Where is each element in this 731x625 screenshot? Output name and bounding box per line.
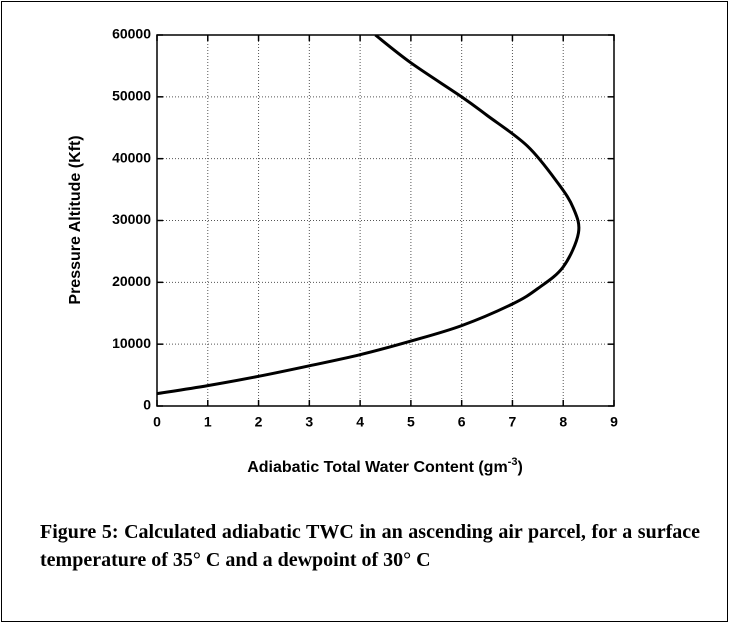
y-tick-label: 40000 xyxy=(112,149,151,165)
x-tick-label: 6 xyxy=(458,414,466,430)
x-title-end: ) xyxy=(517,459,522,476)
x-title-sup: -3 xyxy=(508,456,518,468)
x-tick-label: 8 xyxy=(559,414,567,430)
x-tick-label: 1 xyxy=(204,414,212,430)
y-axis-title: Pressure Altitude (Kft) xyxy=(67,135,84,304)
y-tick-label: 10000 xyxy=(112,335,151,351)
y-tick-label: 60000 xyxy=(112,26,151,42)
x-tick-label: 0 xyxy=(153,414,161,430)
x-tick-label: 5 xyxy=(407,414,415,430)
x-tick-label: 4 xyxy=(356,414,364,430)
y-tick-label: 20000 xyxy=(112,273,151,289)
caption: Figure 5: Calculated adiabatic TWC in an… xyxy=(40,521,700,571)
y-tick-label: 30000 xyxy=(112,211,151,227)
y-tick-label: 0 xyxy=(143,397,151,413)
line-series xyxy=(157,35,581,396)
x-tick-label: 7 xyxy=(509,414,517,430)
x-axis-title: Adiabatic Total Water Content (gm-3) xyxy=(247,456,523,476)
x-tick-label: 2 xyxy=(255,414,263,430)
plot-frame xyxy=(156,34,615,407)
x-title-text: Adiabatic Total Water Content (gm xyxy=(247,459,507,476)
x-tick-label: 3 xyxy=(305,414,313,430)
x-tick-label: 9 xyxy=(610,414,618,430)
y-tick-label: 50000 xyxy=(112,88,151,104)
